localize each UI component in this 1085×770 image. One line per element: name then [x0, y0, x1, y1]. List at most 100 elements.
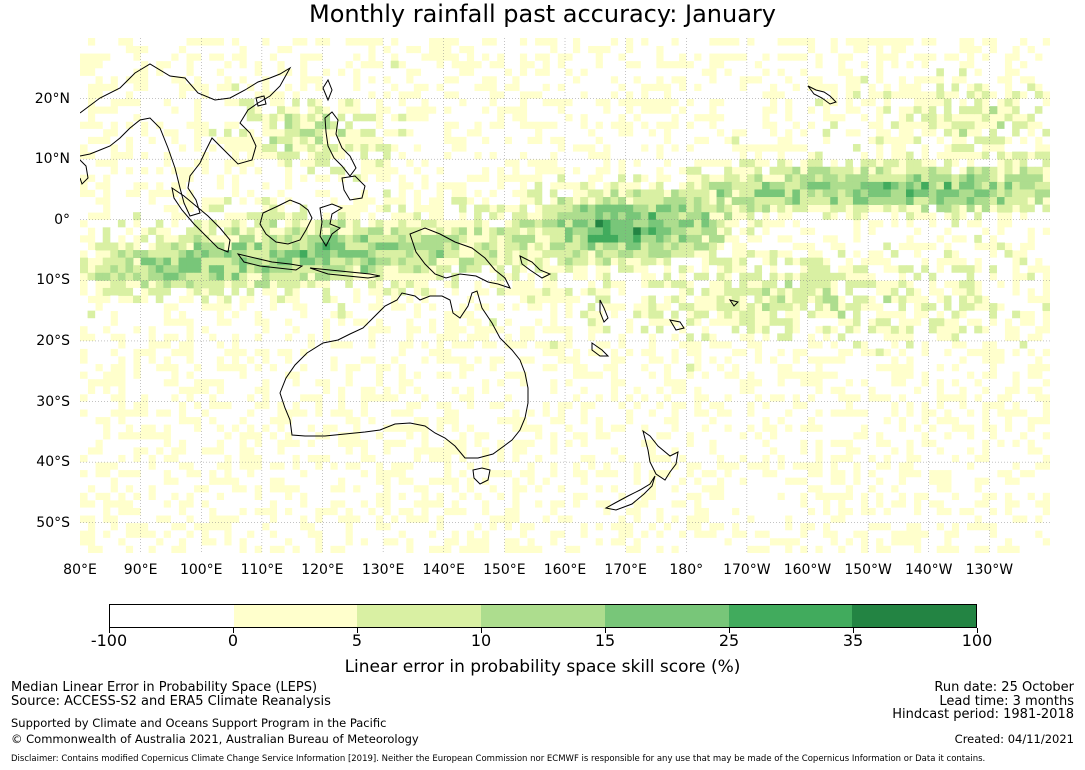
grid-cell [837, 287, 846, 296]
grid-cell [148, 416, 157, 425]
grid-cell [352, 469, 361, 478]
grid-cell [292, 121, 301, 130]
grid-cell [201, 439, 210, 448]
grid-cell [110, 113, 119, 122]
grid-cell [519, 310, 528, 319]
grid-cell [769, 227, 778, 236]
grid-cell [511, 272, 520, 281]
grid-cell [201, 424, 210, 433]
grid-cell [330, 393, 339, 402]
grid-cell [95, 318, 104, 327]
grid-cell [261, 242, 270, 251]
grid-cell [549, 234, 558, 243]
grid-cell [292, 204, 301, 213]
grid-cell [496, 348, 505, 357]
grid-cell [80, 446, 88, 455]
grid-cell [981, 128, 990, 137]
grid-cell [216, 159, 225, 168]
grid-cell [292, 242, 301, 251]
grid-cell [345, 98, 354, 107]
grid-cell [125, 386, 134, 395]
grid-cell [625, 250, 634, 259]
grid-cell [367, 318, 376, 327]
grid-cell [565, 45, 573, 54]
grid-cell [1004, 144, 1013, 152]
grid-cell [398, 45, 407, 54]
grid-cell [193, 325, 202, 334]
grid-cell [125, 83, 134, 92]
grid-cell [451, 401, 460, 410]
grid-cell [580, 212, 589, 221]
grid-cell [1019, 348, 1028, 357]
grid-cell [595, 333, 604, 342]
grid-cell [898, 454, 907, 463]
grid-cell [239, 401, 248, 410]
grid-cell [754, 45, 763, 54]
grid-cell [640, 197, 649, 206]
grid-cell [345, 197, 354, 206]
grid-cell [148, 45, 157, 54]
grid-cell [140, 234, 149, 243]
grid-cell [413, 75, 422, 84]
grid-cell [504, 356, 513, 365]
grid-cell [580, 197, 589, 206]
grid-cell [87, 348, 96, 357]
grid-cell [784, 219, 793, 228]
grid-cell [678, 212, 687, 221]
grid-cell [80, 431, 88, 440]
grid-cell [148, 469, 157, 478]
grid-cell [496, 484, 505, 493]
grid-cell [511, 318, 520, 327]
grid-cell [163, 295, 172, 304]
grid-cell [208, 151, 217, 160]
grid-cell [208, 219, 217, 228]
grid-cell [125, 106, 134, 115]
grid-cell [277, 363, 286, 372]
grid-cell [421, 386, 429, 395]
grid-cell [648, 242, 657, 251]
grid-cell [201, 136, 210, 145]
grid-cell [375, 159, 384, 168]
grid-cell [254, 250, 263, 259]
grid-cell [815, 151, 824, 160]
grid-cell [390, 310, 399, 319]
grid-cell [148, 144, 157, 152]
grid-cell [602, 38, 611, 46]
grid-cell [951, 303, 960, 312]
grid-cell [201, 98, 210, 107]
grid-cell [981, 431, 990, 440]
grid-cell [193, 492, 202, 501]
grid-cell [421, 219, 429, 228]
grid-cell [292, 234, 301, 243]
grid-cell [277, 250, 286, 259]
grid-cell [284, 310, 293, 319]
grid-cell [860, 356, 869, 365]
grid-cell [261, 265, 270, 274]
grid-cell [1004, 204, 1013, 213]
grid-cell [1004, 98, 1013, 107]
grid-cell [724, 106, 733, 115]
grid-cell [390, 371, 399, 380]
grid-cell [239, 325, 248, 334]
grid-cell [466, 106, 475, 115]
grid-cell [655, 477, 664, 486]
grid-cell [625, 477, 634, 486]
grid-cell [1042, 424, 1050, 433]
grid-cell [1012, 75, 1021, 84]
grid-cell [618, 431, 627, 440]
grid-cell [678, 159, 687, 168]
grid-cell [110, 45, 119, 54]
grid-cell [345, 234, 354, 243]
grid-cell [943, 181, 952, 190]
grid-cell [307, 250, 316, 259]
grid-cell [792, 439, 801, 448]
grid-cell [246, 401, 255, 410]
grid-cell [193, 318, 202, 327]
grid-cell [769, 477, 778, 486]
grid-cell [557, 75, 566, 84]
skill-score-field [80, 38, 1050, 553]
grid-cell [519, 250, 528, 259]
grid-cell [822, 159, 831, 168]
grid-cell [966, 234, 975, 243]
grid-cell [966, 166, 975, 175]
